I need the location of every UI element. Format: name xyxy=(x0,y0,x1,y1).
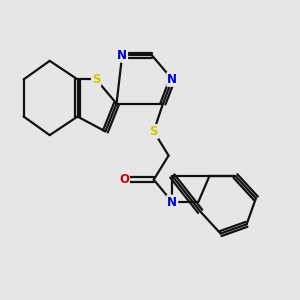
Text: S: S xyxy=(149,125,158,138)
Text: O: O xyxy=(119,173,129,186)
Text: N: N xyxy=(167,196,177,208)
Text: N: N xyxy=(167,73,177,86)
Text: S: S xyxy=(92,73,100,86)
Text: N: N xyxy=(117,49,127,62)
